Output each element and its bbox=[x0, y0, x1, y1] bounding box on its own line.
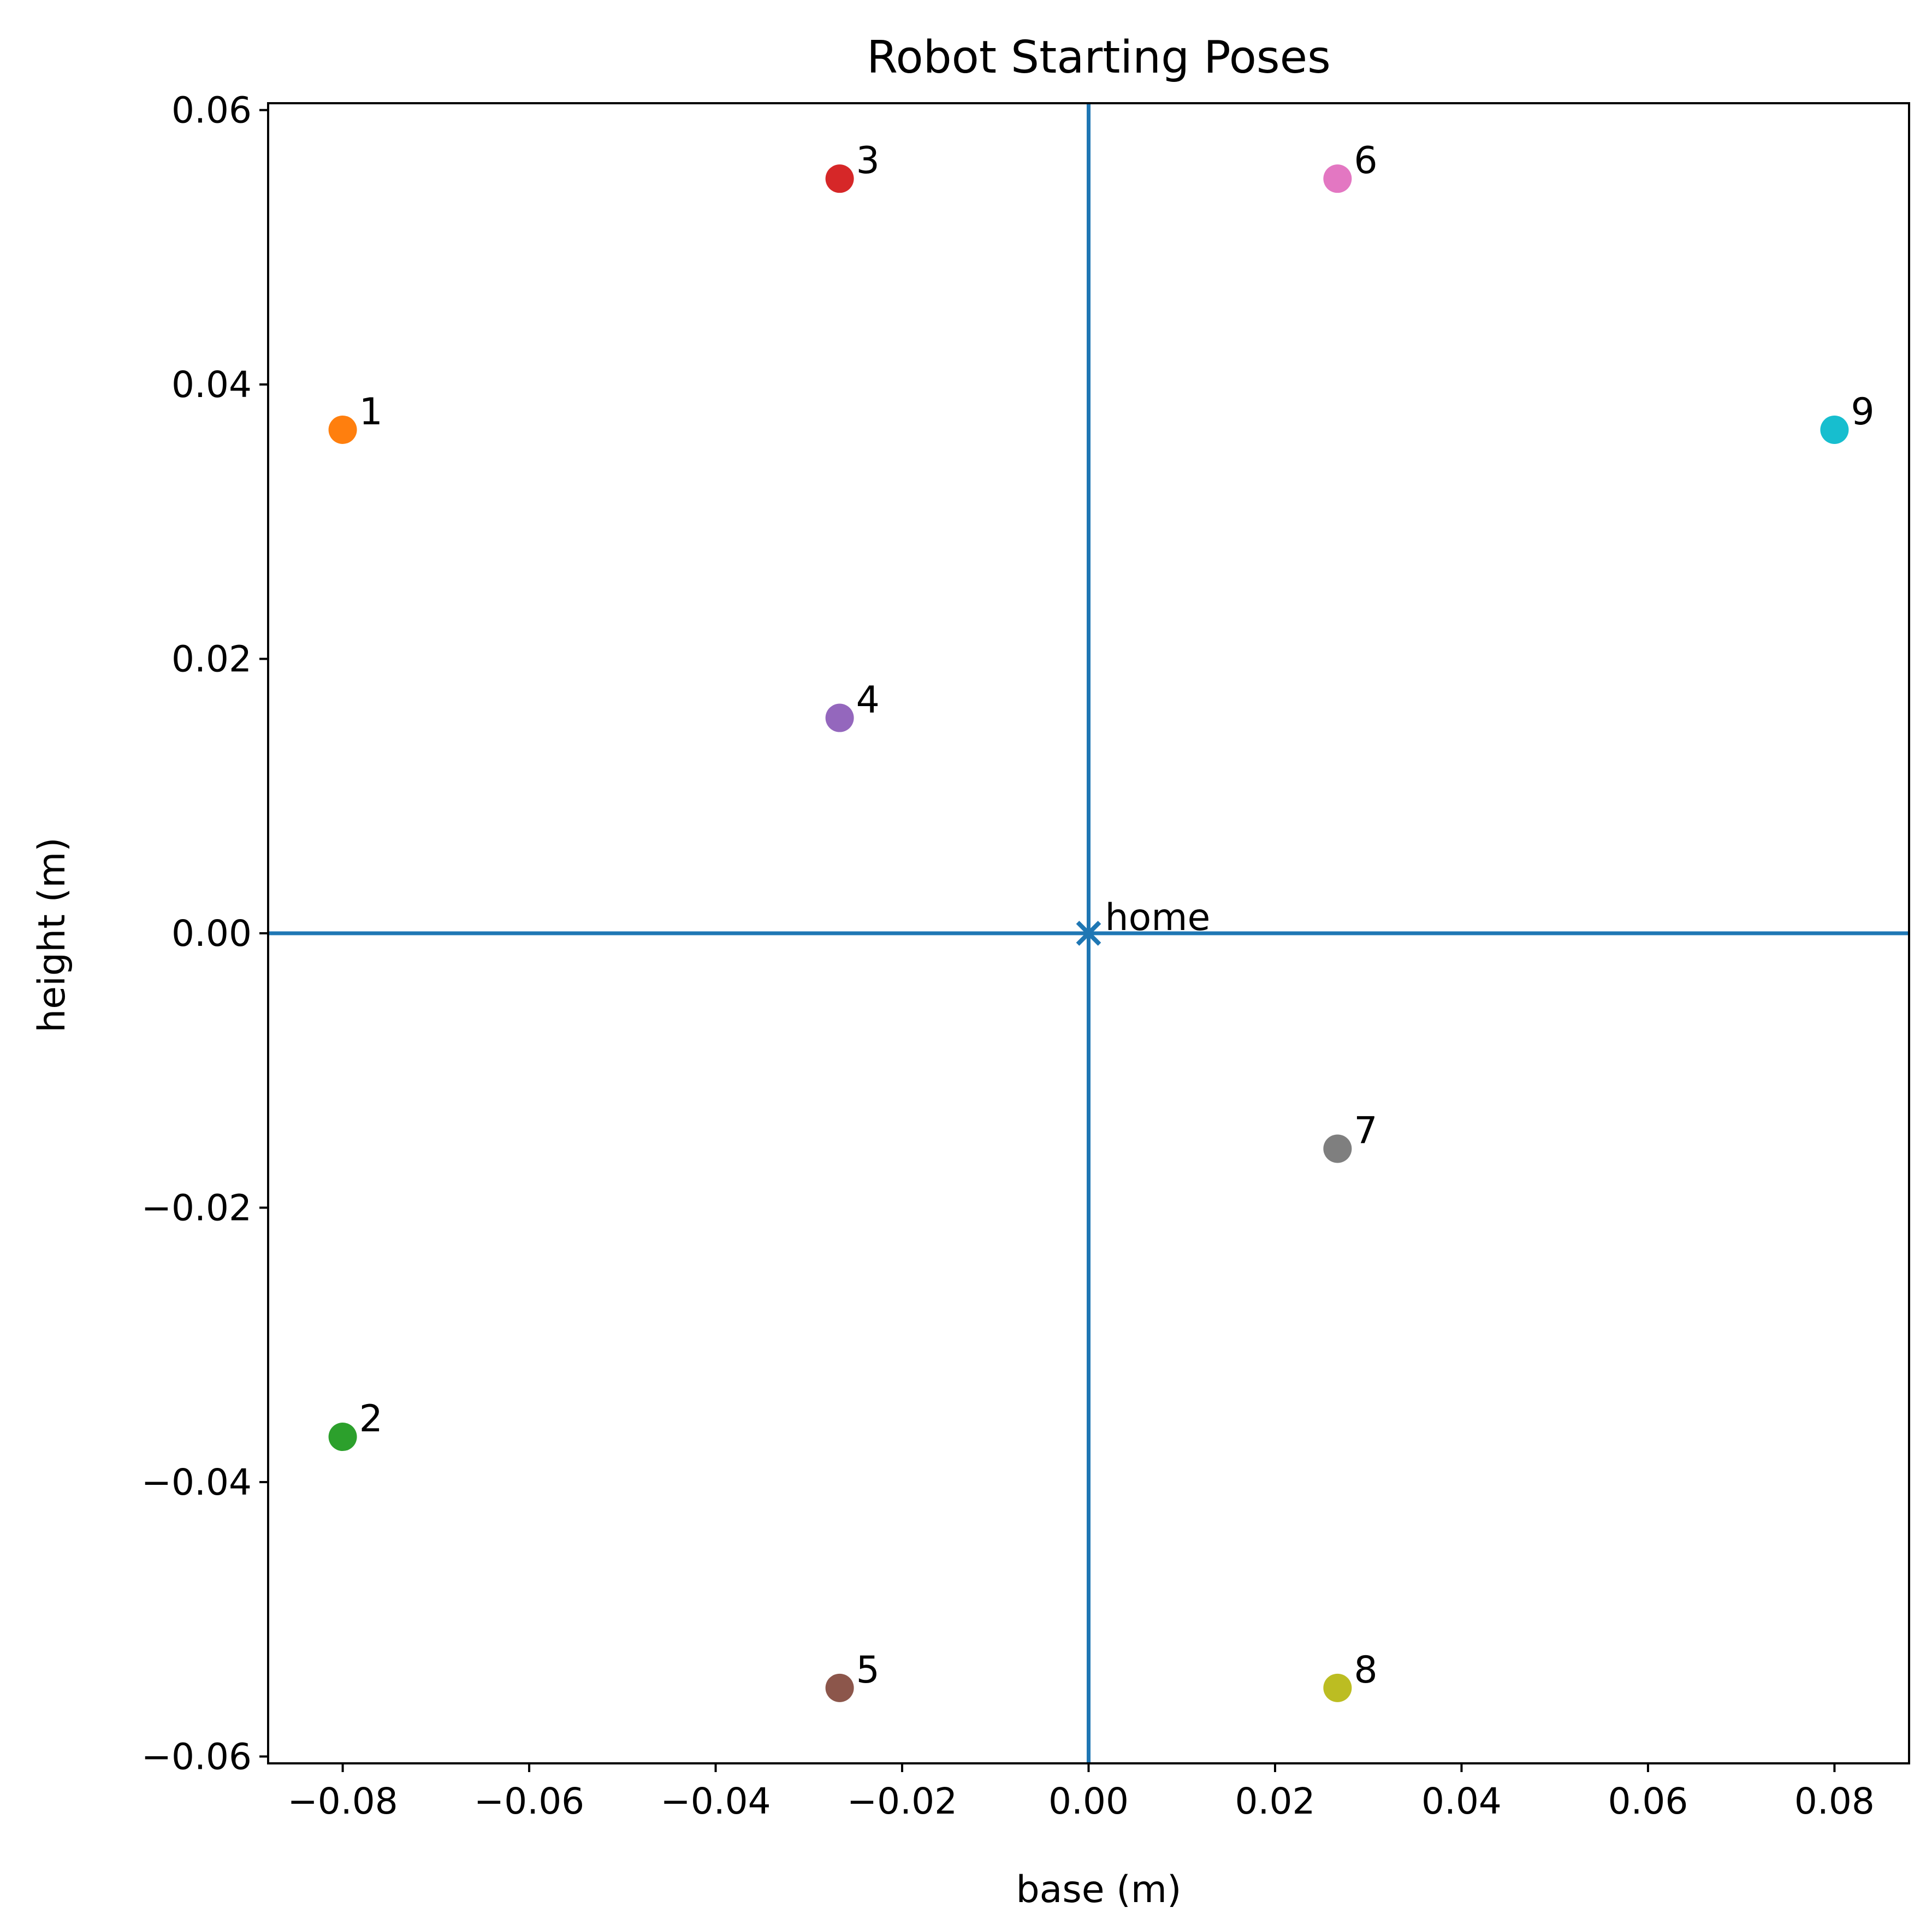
y-tick-label: 0.06 bbox=[171, 90, 252, 132]
point-label-4: 4 bbox=[856, 679, 880, 722]
data-point-2 bbox=[328, 1423, 357, 1452]
x-axis: −0.08 −0.06 −0.04 −0.02 0.00 0.02 0.04 0.06 0.08 bbox=[287, 1763, 1875, 1822]
y-tick-label: −0.02 bbox=[141, 1187, 252, 1229]
plot-area: home 1 2 3 4 5 6 7 8 9 bbox=[268, 103, 1909, 1763]
y-axis: 0.06 0.04 0.02 0.00 −0.02 −0.04 −0.06 bbox=[141, 90, 268, 1778]
point-label-2: 2 bbox=[359, 1397, 383, 1441]
data-point-6 bbox=[1323, 164, 1352, 193]
x-tick-label: 0.08 bbox=[1794, 1780, 1875, 1822]
point-label-9: 9 bbox=[1851, 390, 1874, 434]
x-tick-label: 0.06 bbox=[1608, 1780, 1688, 1822]
y-tick-label: 0.00 bbox=[171, 913, 252, 955]
chart-title: Robot Starting Poses bbox=[867, 32, 1331, 84]
y-tick-label: 0.04 bbox=[171, 364, 252, 406]
x-axis-label: base (m) bbox=[1016, 1868, 1181, 1911]
point-label-3: 3 bbox=[856, 139, 880, 182]
data-point-5 bbox=[825, 1673, 854, 1702]
data-point-8 bbox=[1323, 1673, 1352, 1702]
y-tick-label: 0.02 bbox=[171, 638, 252, 680]
data-point-3 bbox=[825, 164, 854, 193]
point-label-5: 5 bbox=[856, 1649, 880, 1692]
y-axis-label: height (m) bbox=[31, 837, 74, 1033]
point-label-7: 7 bbox=[1354, 1109, 1377, 1152]
x-tick-label: −0.06 bbox=[474, 1780, 584, 1822]
data-point-7 bbox=[1323, 1134, 1352, 1163]
point-label-8: 8 bbox=[1354, 1649, 1377, 1692]
point-label-1: 1 bbox=[359, 390, 383, 434]
x-tick-label: −0.02 bbox=[847, 1780, 957, 1822]
data-point-1 bbox=[328, 415, 357, 444]
y-tick-label: −0.04 bbox=[141, 1461, 252, 1503]
data-point-4 bbox=[825, 703, 854, 732]
x-tick-label: 0.04 bbox=[1421, 1780, 1502, 1822]
x-tick-label: 0.02 bbox=[1235, 1780, 1315, 1822]
point-label-6: 6 bbox=[1354, 139, 1377, 182]
x-tick-label: −0.08 bbox=[287, 1780, 398, 1822]
home-marker bbox=[1076, 921, 1101, 946]
y-tick-label: −0.06 bbox=[141, 1736, 252, 1778]
home-label: home bbox=[1105, 896, 1211, 939]
x-tick-label: 0.00 bbox=[1048, 1780, 1129, 1822]
x-tick-label: −0.04 bbox=[660, 1780, 771, 1822]
data-point-9 bbox=[1820, 415, 1849, 444]
